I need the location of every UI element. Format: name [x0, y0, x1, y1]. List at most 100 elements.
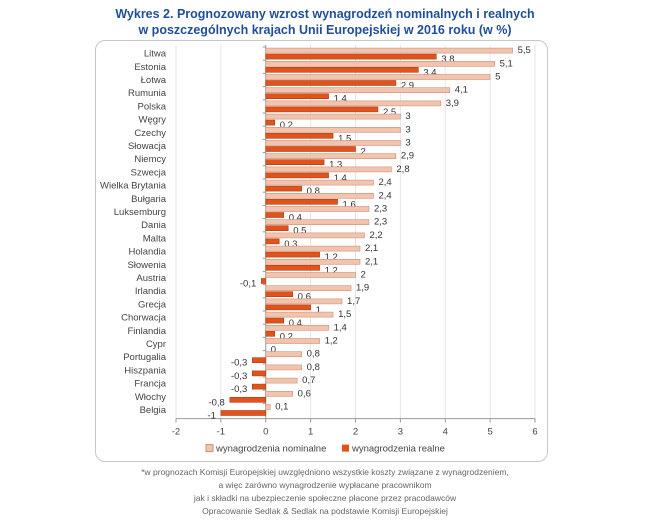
category-label: Grecja: [138, 299, 167, 310]
footnote-line: jak i składki na ubezpieczenie społeczne…: [193, 493, 457, 503]
bar-real: [265, 199, 338, 205]
footnote-line: a więc zarówno wynagrodzenie wypłacane p…: [218, 480, 432, 490]
data-label-real: -0,8: [208, 397, 224, 408]
bar-nominal: [265, 404, 271, 410]
bar-nominal: [265, 219, 370, 225]
bar-nominal: [265, 179, 374, 186]
category-label: Słowenia: [127, 260, 166, 271]
chart-title-line1: Wykres 2. Prognozowany wzrost wynagrodze…: [115, 7, 535, 21]
data-label-nominal: 3,9: [446, 98, 459, 109]
data-label-nominal: 0,6: [298, 388, 311, 399]
data-label-real: 0,2: [280, 331, 293, 342]
bar-real: [265, 67, 419, 73]
data-label-real: 0,3: [284, 239, 297, 250]
bar-real: [251, 370, 267, 377]
data-label-real: 3,8: [441, 54, 454, 65]
category-label: Chorwacja: [121, 313, 167, 324]
x-tick-label: 3: [398, 427, 403, 438]
chart-title-line2: w poszczególnych krajach Unii Europejski…: [138, 23, 512, 37]
data-label-real: -0,3: [231, 384, 247, 395]
data-label-real: -0,3: [231, 371, 247, 382]
bar-real: [265, 317, 285, 324]
data-label-nominal: 5,1: [500, 58, 513, 69]
data-label-nominal: 5: [495, 72, 500, 83]
x-tick-label: 5: [487, 427, 492, 438]
bar-nominal: [265, 193, 374, 199]
footnote-line: Opracowanie Sedlak & Sedlak na podstawie…: [202, 506, 448, 516]
bar-nominal: [265, 272, 356, 278]
bar-real: [265, 93, 329, 99]
bar-nominal: [265, 377, 298, 384]
x-tick-label: -2: [172, 427, 180, 438]
bar-nominal: [265, 206, 370, 212]
category-label: Holandia: [129, 247, 167, 258]
bar-nominal: [265, 100, 442, 107]
x-tick-label: -1: [217, 427, 225, 438]
bar-real: [265, 106, 379, 113]
bar-real: [265, 238, 280, 245]
category-label: Finlandia: [127, 326, 166, 337]
data-label-nominal: 1,7: [347, 296, 360, 307]
chart-title: Wykres 2. Prognozowany wzrost wynagrodze…: [0, 6, 650, 38]
bar-nominal: [265, 113, 401, 120]
bar-real: [251, 357, 267, 364]
data-label-nominal: 4,1: [455, 85, 468, 96]
bar-real: [265, 330, 276, 337]
data-label-real: 2: [361, 147, 366, 158]
bar-real: [265, 291, 293, 298]
category-label: Hiszpania: [124, 365, 166, 376]
category-label: Niemcy: [134, 154, 166, 165]
bar-nominal: [265, 351, 302, 358]
data-label-real: 0,8: [307, 186, 320, 197]
data-label-real: 1,3: [329, 160, 342, 171]
bar-real: [265, 185, 302, 192]
data-label-nominal: 0,8: [307, 349, 320, 360]
bar-nominal: [265, 74, 491, 80]
bar-nominal: [265, 166, 392, 173]
bar-nominal: [265, 232, 365, 239]
data-label-nominal: 5,5: [518, 45, 531, 56]
bar-nominal: [265, 311, 334, 318]
category-label: Luksemburg: [114, 207, 166, 218]
bar-real: [265, 251, 320, 258]
data-label-nominal: 1,2: [325, 336, 338, 347]
data-label-nominal: 2,3: [374, 217, 387, 228]
bar-nominal: [265, 364, 302, 371]
bar-nominal: [265, 245, 361, 252]
bar-real: [265, 159, 325, 165]
bar-nominal: [265, 47, 513, 54]
data-label-real: -0,3: [231, 358, 247, 369]
legend-swatch-real: [342, 444, 349, 452]
category-label: Estonia: [134, 62, 166, 73]
data-label-real: 1,2: [325, 265, 338, 276]
data-label-nominal: 3: [405, 124, 410, 135]
footnote-line: *w prognozach Komisji Europejskiej uwzgl…: [141, 467, 509, 477]
data-label-nominal: 2,1: [365, 243, 378, 254]
data-label-nominal: 3: [405, 138, 410, 149]
data-label-real: 2,9: [401, 81, 414, 92]
bar-nominal: [265, 153, 397, 159]
category-label: Rumunia: [128, 88, 167, 99]
data-label-nominal: 2,4: [378, 177, 391, 188]
footnotes: *w prognozach Komisji Europejskiej uwzgl…: [0, 466, 650, 518]
data-label-real: 1,2: [325, 252, 338, 263]
x-tick-label: 6: [532, 427, 537, 438]
data-label-real: 0: [271, 345, 276, 356]
bar-real: [265, 212, 285, 218]
data-label-real: 0,6: [298, 292, 311, 303]
bar-nominal: [265, 285, 352, 292]
x-tick-label: 0: [263, 427, 268, 438]
category-label: Wielka Brytania: [100, 181, 167, 192]
bar-real: [229, 396, 267, 403]
data-label-nominal: 0,7: [302, 375, 315, 386]
bar-nominal: [265, 140, 401, 146]
data-label-nominal: 2,3: [374, 204, 387, 215]
category-label: Włochy: [135, 392, 166, 403]
category-label: Bułgaria: [131, 194, 167, 205]
data-label-nominal: 1,5: [338, 309, 351, 320]
data-label-real: 0,4: [289, 213, 302, 224]
chart-frame: [95, 40, 548, 462]
bar-nominal: [265, 324, 329, 331]
bar-real: [220, 410, 267, 416]
